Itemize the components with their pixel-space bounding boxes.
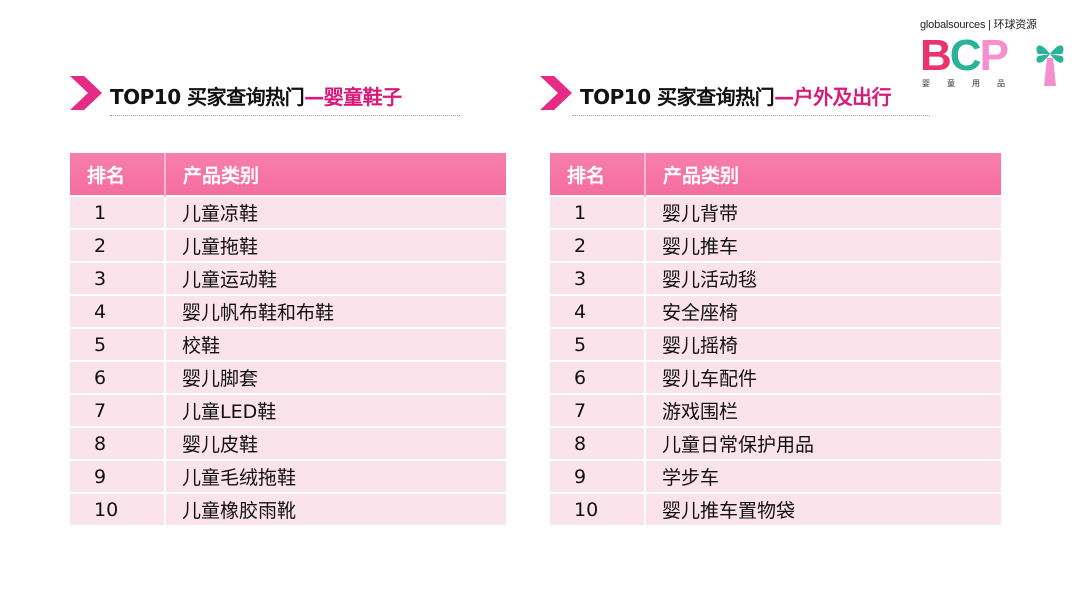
rank-cell: 1 [550,195,646,229]
table-row: 1 婴儿背带 [550,195,1001,229]
category-cell: 儿童LED鞋 [165,393,506,427]
category-cell: 婴儿活动毯 [645,261,1001,295]
rank-cell: 8 [70,426,166,460]
right-ranking-table: 排名 产品类别 1 婴儿背带 2 婴儿推车 3 婴儿活动毯 4 安全座椅 5 婴儿摇椅 6 婴儿车配件… [550,153,1001,525]
title-accent: —户外及出行 [774,85,892,109]
table-row: 4 婴儿帆布鞋和布鞋 [70,294,506,328]
category-cell: 婴儿皮鞋 [165,426,506,460]
category-cell: 婴儿推车 [645,228,1001,262]
table-row: 4 安全座椅 [550,294,1001,328]
table-row: 9 学步车 [550,459,1001,493]
rank-cell: 5 [70,327,166,361]
table-header-row: 排名 产品类别 [70,153,506,196]
rank-cell: 2 [550,228,646,262]
left-ranking-table: 排名 产品类别 1 儿童凉鞋 2 儿童拖鞋 3 儿童运动鞋 4 婴儿帆布鞋和布鞋 5 校鞋 6 婴儿脚… [70,153,506,525]
category-cell: 婴儿脚套 [165,360,506,394]
table-row: 2 婴儿推车 [550,228,1001,262]
category-cell: 儿童凉鞋 [165,195,506,229]
table-row: 3 儿童运动鞋 [70,261,506,295]
table-row: 7 儿童LED鞋 [70,393,506,427]
category-cell: 校鞋 [165,327,506,361]
rank-cell: 9 [550,459,646,493]
rank-cell: 6 [550,360,646,394]
category-cell: 安全座椅 [645,294,1001,328]
category-cell: 婴儿推车置物袋 [645,492,1001,525]
rank-cell: 3 [550,261,646,295]
category-cell: 婴儿车配件 [645,360,1001,394]
table-header-row: 排名 产品类别 [550,153,1001,196]
table-row: 6 婴儿车配件 [550,360,1001,394]
column-header-category: 产品类别 [645,153,1001,196]
title-prefix: TOP10 买家查询热门 [580,85,775,109]
category-cell: 儿童拖鞋 [165,228,506,262]
table-row: 10 儿童橡胶雨靴 [70,492,506,525]
table-row: 1 儿童凉鞋 [70,195,506,229]
table-row: 10 婴儿推车置物袋 [550,492,1001,525]
table-row: 9 儿童毛绒拖鞋 [70,459,506,493]
divider [110,115,460,116]
category-cell: 婴儿帆布鞋和布鞋 [165,294,506,328]
rank-cell: 4 [70,294,166,328]
title-prefix: TOP10 买家查询热门 [110,85,305,109]
rank-cell: 7 [70,393,166,427]
global-sources-bcpx-logo: globalsources | 环球资源 BCP 婴童用品 [920,16,1070,92]
category-cell: 游戏围栏 [645,393,1001,427]
rank-cell: 7 [550,393,646,427]
chevron-right-icon [540,76,572,110]
table-row: 2 儿童拖鞋 [70,228,506,262]
table-row: 7 游戏围栏 [550,393,1001,427]
pinwheel-icon [1036,45,1064,86]
category-cell: 儿童日常保护用品 [645,426,1001,460]
table-row: 3 婴儿活动毯 [550,261,1001,295]
rank-cell: 2 [70,228,166,262]
table-row: 5 校鞋 [70,327,506,361]
rank-cell: 5 [550,327,646,361]
category-cell: 儿童运动鞋 [165,261,506,295]
left-section-title: TOP10 买家查询热门—婴童鞋子 [110,81,402,110]
rank-cell: 10 [550,492,646,525]
rank-cell: 9 [70,459,166,493]
rank-cell: 6 [70,360,166,394]
rank-cell: 1 [70,195,166,229]
rank-cell: 10 [70,492,166,525]
logo-letters: BCP [920,31,1009,80]
table-row: 8 儿童日常保护用品 [550,426,1001,460]
column-header-rank: 排名 [70,153,166,196]
logo-brand-text: globalsources | 环球资源 [920,19,1037,31]
column-header-rank: 排名 [550,153,646,196]
left-section-header: TOP10 买家查询热门—婴童鞋子 [70,76,470,121]
column-header-category: 产品类别 [165,153,506,196]
category-cell: 婴儿背带 [645,195,1001,229]
category-cell: 婴儿摇椅 [645,327,1001,361]
chevron-right-icon [70,76,102,110]
table-row: 8 婴儿皮鞋 [70,426,506,460]
rank-cell: 4 [550,294,646,328]
logo-subtitle: 婴童用品 [922,79,1022,88]
title-accent: —婴童鞋子 [304,85,402,109]
category-cell: 儿童橡胶雨靴 [165,492,506,525]
category-cell: 学步车 [645,459,1001,493]
divider [572,115,930,116]
rank-cell: 3 [70,261,166,295]
table-row: 5 婴儿摇椅 [550,327,1001,361]
right-section-title: TOP10 买家查询热门—户外及出行 [580,81,892,110]
right-section-header: TOP10 买家查询热门—户外及出行 [540,76,940,121]
rank-cell: 8 [550,426,646,460]
category-cell: 儿童毛绒拖鞋 [165,459,506,493]
table-row: 6 婴儿脚套 [70,360,506,394]
